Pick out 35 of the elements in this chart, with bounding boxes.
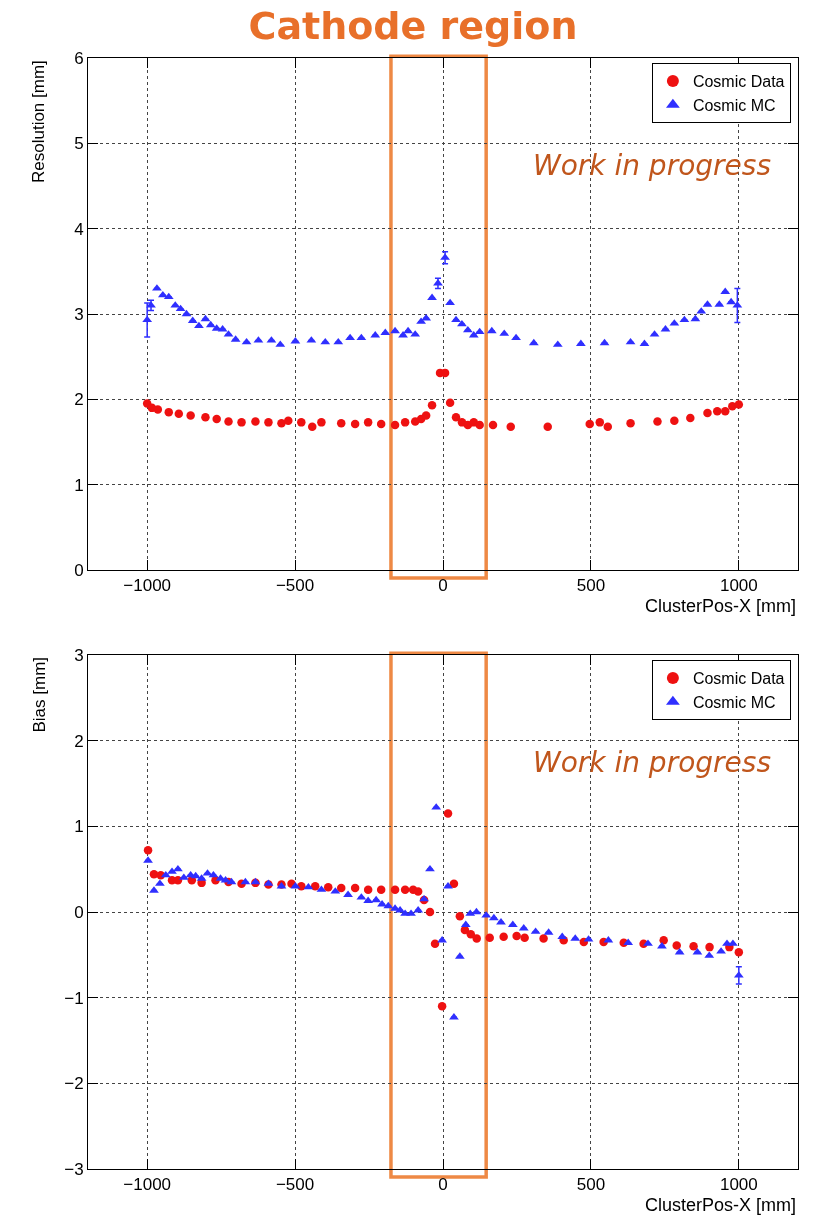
annotation: Work in progress bbox=[533, 149, 771, 182]
legend-label: Cosmic MC bbox=[692, 694, 776, 712]
x-tick-label: −1000 bbox=[123, 1175, 172, 1195]
legend-label: Cosmic MC bbox=[692, 97, 776, 115]
y-tick-label: 4 bbox=[74, 219, 84, 239]
y-tick-label: 5 bbox=[74, 134, 84, 154]
y-tick-label: 3 bbox=[74, 645, 84, 665]
x-axis-title: ClusterPos-X [mm] bbox=[645, 1195, 797, 1215]
x-axis-title: ClusterPos-X [mm] bbox=[645, 596, 797, 616]
x-tick-label: 0 bbox=[438, 576, 448, 596]
y-tick-label: 1 bbox=[74, 475, 84, 495]
x-tick-label: 500 bbox=[576, 1175, 606, 1195]
y-tick-label: −3 bbox=[64, 1159, 84, 1179]
y-axis-title: Resolution [mm] bbox=[29, 60, 48, 183]
x-tick-label: 1000 bbox=[719, 1175, 758, 1195]
y-tick-label: 0 bbox=[74, 560, 84, 580]
legend-label: Cosmic Data bbox=[692, 670, 785, 688]
x-tick-label: −1000 bbox=[123, 576, 172, 596]
x-tick-label: −500 bbox=[275, 576, 315, 596]
y-tick-label: 1 bbox=[74, 817, 84, 837]
x-tick-label: 500 bbox=[576, 576, 606, 596]
chart-title: Cathode region bbox=[248, 4, 578, 49]
y-tick-label: 6 bbox=[74, 48, 84, 68]
y-tick-label: 0 bbox=[74, 902, 84, 922]
y-tick-label: 2 bbox=[74, 731, 84, 751]
x-tick-label: 0 bbox=[438, 1175, 448, 1195]
y-tick-label: −1 bbox=[64, 988, 84, 1008]
annotation: Work in progress bbox=[533, 746, 771, 779]
y-tick-label: 3 bbox=[74, 304, 84, 324]
y-tick-label: 2 bbox=[74, 390, 84, 410]
legend-label: Cosmic Data bbox=[692, 73, 785, 91]
y-axis-title: Bias [mm] bbox=[29, 656, 49, 733]
x-tick-label: −500 bbox=[275, 1175, 315, 1195]
x-tick-label: 1000 bbox=[719, 576, 758, 596]
y-tick-label: −2 bbox=[64, 1074, 84, 1094]
